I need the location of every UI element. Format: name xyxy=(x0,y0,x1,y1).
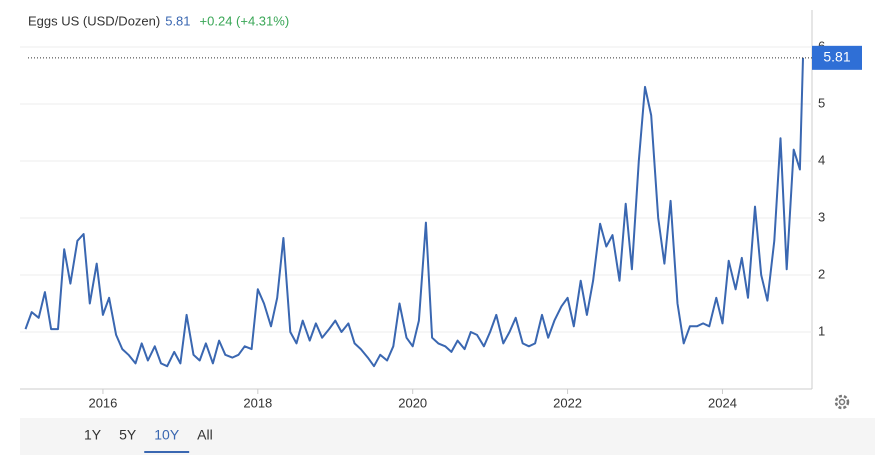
y-tick-label: 3 xyxy=(818,209,825,224)
x-tick-label: 2022 xyxy=(553,395,582,410)
last-value-label: 5.81 xyxy=(823,49,850,65)
range-button[interactable]: 5Y xyxy=(119,427,137,443)
last-value: 5.81 xyxy=(165,13,190,28)
y-tick-label: 4 xyxy=(818,152,825,167)
settings-icon[interactable] xyxy=(834,394,850,410)
y-tick-label: 5 xyxy=(818,95,825,110)
x-tick-label: 2024 xyxy=(708,395,737,410)
x-tick-label: 2020 xyxy=(398,395,427,410)
y-tick-label: 1 xyxy=(818,323,825,338)
range-button[interactable]: 10Y xyxy=(154,427,180,443)
line xyxy=(24,57,804,368)
y-tick-label: 2 xyxy=(818,266,825,281)
last-value-box xyxy=(812,45,862,70)
chart-title: Eggs US (USD/Dozen) xyxy=(28,13,160,28)
range-button[interactable]: 1Y xyxy=(84,427,102,443)
x-tick-label: 2016 xyxy=(88,395,117,410)
change: +0.24 (+4.31%) xyxy=(200,13,290,28)
range-button[interactable]: All xyxy=(197,427,213,443)
x-tick-label: 2018 xyxy=(243,395,272,410)
range-bar xyxy=(20,418,875,455)
